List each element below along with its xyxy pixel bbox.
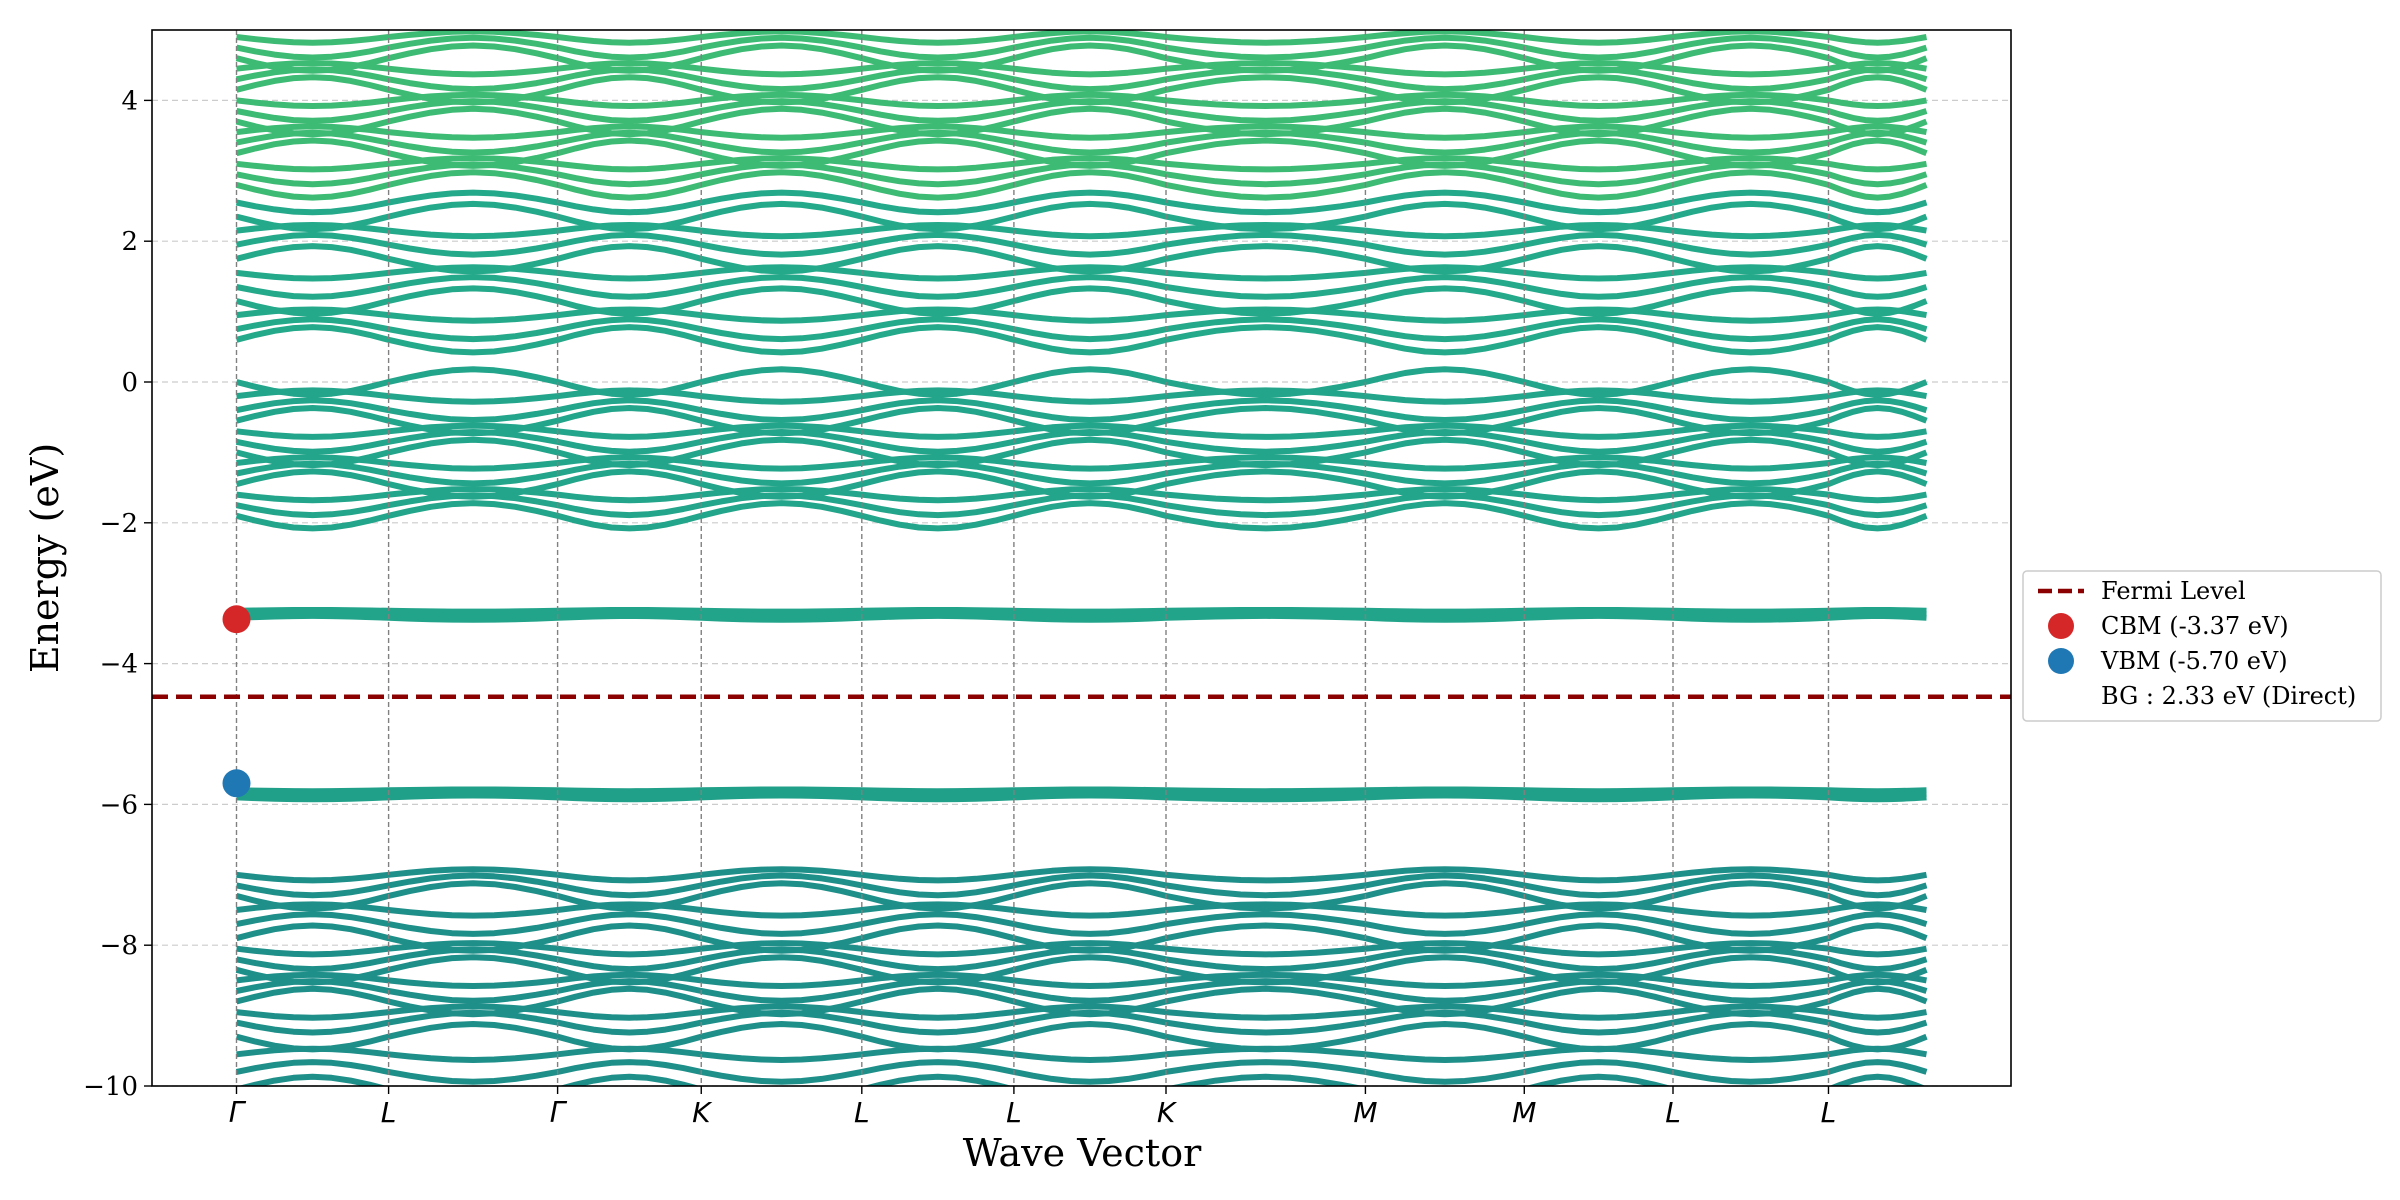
band-line-mid-conduction [235,231,1928,258]
y-tick-label: 4 [121,86,138,116]
band-line-mid-conduction [235,316,1928,343]
band-line-upper-conduction [235,66,1928,93]
band-line-mid-conduction [235,274,1928,300]
band-line-mid-conduction [236,222,1928,240]
x-tick-label: K [1157,1096,1178,1129]
legend-frame [2022,570,2382,722]
x-tick-label: M [1353,1096,1377,1129]
y-ticks-layer: −10 −8 −6 −4 −2 0 2 4 [83,86,152,1102]
band-line-lower-conduction [236,387,1928,405]
y-tick-label: −10 [83,1072,138,1102]
kpoint-lines-layer [235,30,1830,1086]
band-line-deep-valence [235,985,1928,1018]
band-line-lower-conduction [235,397,1928,423]
x-tick-label: Γ [550,1096,568,1129]
band-line-upper-conduction [236,123,1928,141]
x-axis-title: Wave Vector [963,1131,1202,1175]
band-line-upper-conduction [235,42,1928,74]
x-tick-label: L [1665,1096,1681,1129]
y-tick-label: −2 [100,509,138,539]
legend-label: BG : 2.33 eV (Direct) [2101,682,2356,710]
band-line-deep-valence [235,1059,1928,1085]
markers-layer [222,605,251,798]
band-line-mid-conduction [236,264,1928,282]
band-line-upper-conduction [236,30,1928,46]
grid-layer [152,99,2011,1087]
band-line-upper-conduction [235,105,1928,138]
band-line-upper-conduction [235,129,1928,156]
band-line-mid-conduction [235,243,1928,275]
x-tick-label: M [1512,1096,1536,1129]
x-tick-label: L [1821,1096,1837,1129]
cbm-marker [222,605,251,634]
x-tick-label: L [381,1096,397,1129]
band-line-lower-conduction [235,468,1928,500]
band-line-conduction-flat [236,612,1927,623]
x-tick-label: L [854,1096,870,1129]
legend-marker-swatch [2048,613,2074,639]
band-line-deep-valence [236,971,1928,989]
band-line-mid-conduction [235,200,1928,233]
band-line-deep-valence [236,866,1928,884]
legend-label: VBM (-5.70 eV) [2100,647,2288,675]
y-tick-label: 2 [121,227,138,257]
band-line-lower-conduction [235,405,1928,437]
band-line-lower-conduction [236,454,1928,472]
band-line-upper-conduction [235,34,1928,61]
y-tick-label: −4 [100,650,138,680]
band-line-deep-valence [235,1021,1928,1053]
band-line-upper-conduction [236,60,1928,78]
band-line-mid-conduction [235,324,1928,356]
band-line-conduction-flat [236,609,1927,619]
y-tick-label: −6 [100,790,138,820]
band-line-upper-conduction [235,137,1928,169]
vbm-marker [222,769,251,798]
band-line-lower-conduction [235,366,1928,398]
x-tick-label: Γ [229,1096,247,1129]
band-line-deep-valence [235,922,1928,954]
band-line-mid-conduction [235,189,1928,216]
y-axis-title: Energy (eV) [23,443,67,673]
band-line-deep-valence [235,880,1928,912]
band-line-deep-valence [236,1045,1928,1063]
band-line-lower-conduction [235,436,1928,469]
band-line-deep-valence [236,901,1928,919]
legend-label: Fermi Level [2101,577,2246,605]
legend-marker-swatch [2048,648,2074,674]
band-line-deep-valence [235,911,1928,937]
band-line-mid-conduction [236,306,1928,324]
band-line-upper-conduction [235,74,1928,106]
band-line-deep-valence [235,978,1928,1004]
band-line-valence-flat [236,786,1927,795]
legend-label: CBM (-3.37 eV) [2101,612,2289,640]
band-line-mid-conduction [235,285,1928,317]
band-line-valence-flat [236,792,1927,803]
band-line-deep-valence [235,954,1928,986]
y-tick-label: −8 [100,931,138,961]
band-line-conduction-flat [236,607,1927,615]
band-line-deep-valence [235,872,1928,899]
x-tick-label: L [1006,1096,1022,1129]
x-tick-label: K [692,1096,713,1129]
plot-frame [151,29,2012,1087]
y-tick-label: 0 [121,368,138,398]
band-line-upper-conduction [235,169,1928,201]
bands-layer [235,30,1928,1086]
band-line-lower-conduction [235,500,1928,532]
legend: Fermi Level CBM (-3.37 eV) VBM (-5.70 eV) B… [2022,570,2382,722]
band-line-lower-conduction [235,460,1928,487]
